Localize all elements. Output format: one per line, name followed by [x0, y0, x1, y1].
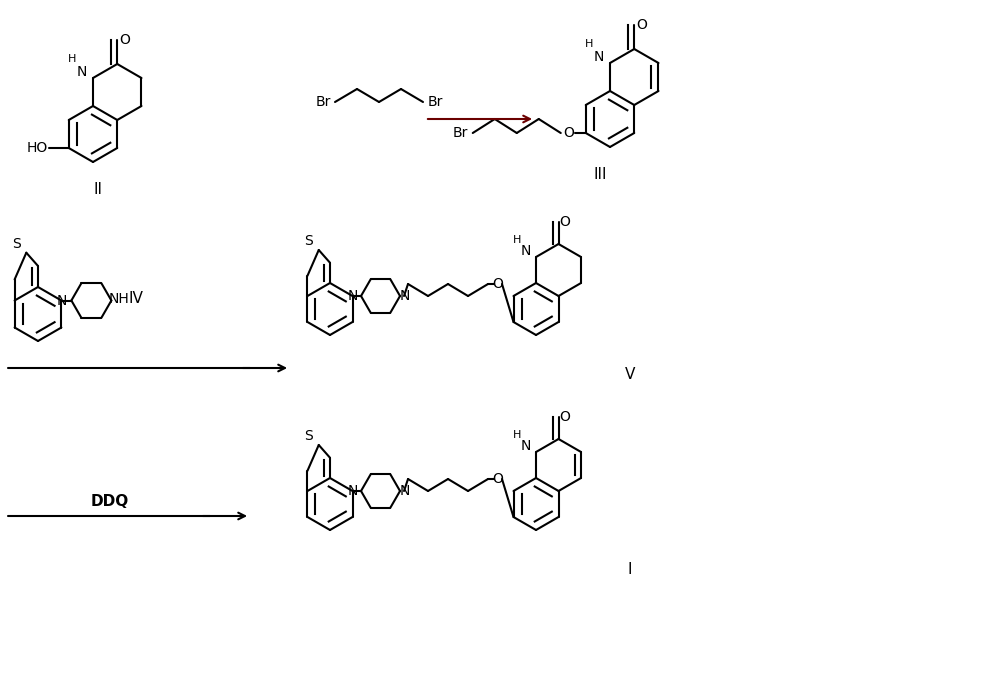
Text: H: H — [68, 54, 76, 64]
Text: S: S — [304, 429, 313, 443]
Text: DDQ: DDQ — [91, 495, 129, 510]
Text: H: H — [585, 39, 593, 49]
Text: S: S — [12, 237, 21, 251]
Text: N: N — [77, 65, 87, 78]
Text: N: N — [520, 439, 531, 453]
Text: N: N — [56, 293, 67, 307]
Text: O: O — [493, 277, 503, 291]
Text: III: III — [593, 166, 607, 181]
Text: HO: HO — [26, 141, 47, 155]
Text: N: N — [348, 484, 358, 498]
Text: I: I — [628, 561, 632, 576]
Text: O: O — [559, 215, 570, 229]
Text: O: O — [559, 410, 570, 424]
Text: Br: Br — [427, 95, 443, 109]
Text: O: O — [119, 33, 130, 47]
Text: H: H — [513, 235, 521, 245]
Text: S: S — [304, 234, 313, 248]
Text: O: O — [563, 126, 574, 140]
Text: Br: Br — [315, 95, 331, 109]
Text: V: V — [625, 367, 635, 381]
Text: NH: NH — [109, 291, 130, 305]
Text: IV: IV — [129, 291, 144, 306]
Text: H: H — [513, 429, 521, 439]
Text: N: N — [520, 244, 531, 258]
Text: O: O — [636, 18, 647, 32]
Text: Br: Br — [453, 126, 468, 140]
Text: O: O — [493, 472, 503, 486]
Text: N: N — [594, 49, 604, 63]
Text: N: N — [348, 289, 358, 303]
Text: II: II — [94, 181, 103, 197]
Text: N: N — [400, 289, 410, 303]
Text: N: N — [400, 484, 410, 498]
